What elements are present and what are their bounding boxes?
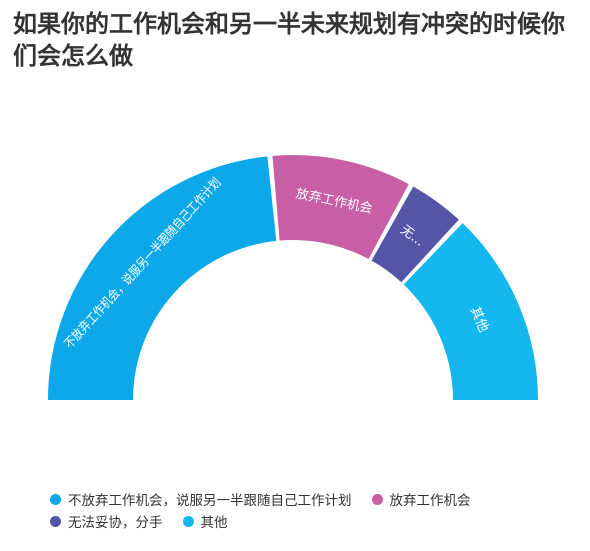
legend-label: 不放弃工作机会，说服另一半跟随自己工作计划 xyxy=(68,493,352,509)
legend-row-2: 无法妥协，分手 其他 xyxy=(50,510,570,532)
legend-marker xyxy=(371,493,383,505)
legend-marker xyxy=(182,515,194,527)
legend-label: 放弃工作机会 xyxy=(389,493,471,509)
slice-1[interactable] xyxy=(272,155,409,259)
legend: 不放弃工作机会，说服另一半跟随自己工作计划 放弃工作机会 无法妥协，分手 其他 xyxy=(50,488,570,532)
legend-item-break-up[interactable]: 无法妥协，分手 xyxy=(50,511,163,531)
legend-label: 无法妥协，分手 xyxy=(68,515,163,531)
legend-label: 其他 xyxy=(200,515,228,531)
slices-group xyxy=(48,155,538,400)
legend-item-other[interactable]: 其他 xyxy=(182,511,228,531)
slice-2[interactable] xyxy=(371,186,459,283)
chart-title: 如果你的工作机会和另一半未来规划有冲突的时候你们会怎么做 xyxy=(13,10,565,70)
legend-item-keep-job[interactable]: 不放弃工作机会，说服另一半跟随自己工作计划 xyxy=(50,489,352,509)
slice-3[interactable] xyxy=(403,223,538,400)
legend-item-give-up-job[interactable]: 放弃工作机会 xyxy=(371,489,471,509)
legend-marker xyxy=(50,493,61,505)
legend-row-1: 不放弃工作机会，说服另一半跟随自己工作计划 放弃工作机会 xyxy=(50,488,570,510)
slice-0[interactable] xyxy=(48,156,277,400)
legend-marker xyxy=(50,515,61,527)
